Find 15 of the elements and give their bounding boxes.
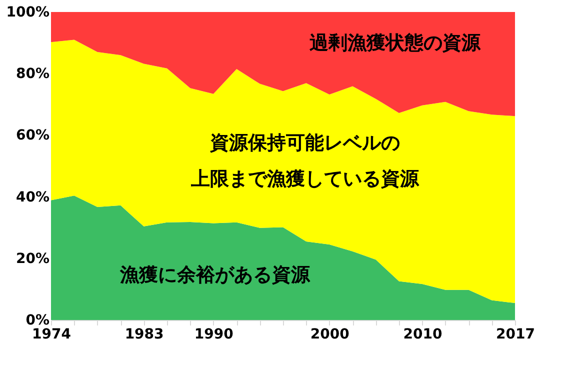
x-tick-label: 1974 [32,326,72,342]
x-tick-label: 1990 [194,326,234,342]
y-tick-label: 100% [6,4,50,20]
series-label: 漁獲に余裕がある資源 [119,264,311,286]
series-label: 資源保持可能レベルの上限まで漁獲している資源 [190,132,420,190]
y-tick-label: 0% [26,312,50,328]
x-tick-label: 2010 [403,326,442,342]
y-tick-label: 20% [16,250,50,267]
x-tick-label: 2017 [496,326,535,342]
x-tick-label: 1983 [124,326,164,342]
series-label: 過剰漁獲状態の資源 [308,32,482,54]
y-tick-label: 80% [16,66,50,82]
y-tick-label: 60% [16,128,50,144]
y-tick-label: 40% [16,189,50,206]
x-tick-label: 2000 [310,326,350,342]
